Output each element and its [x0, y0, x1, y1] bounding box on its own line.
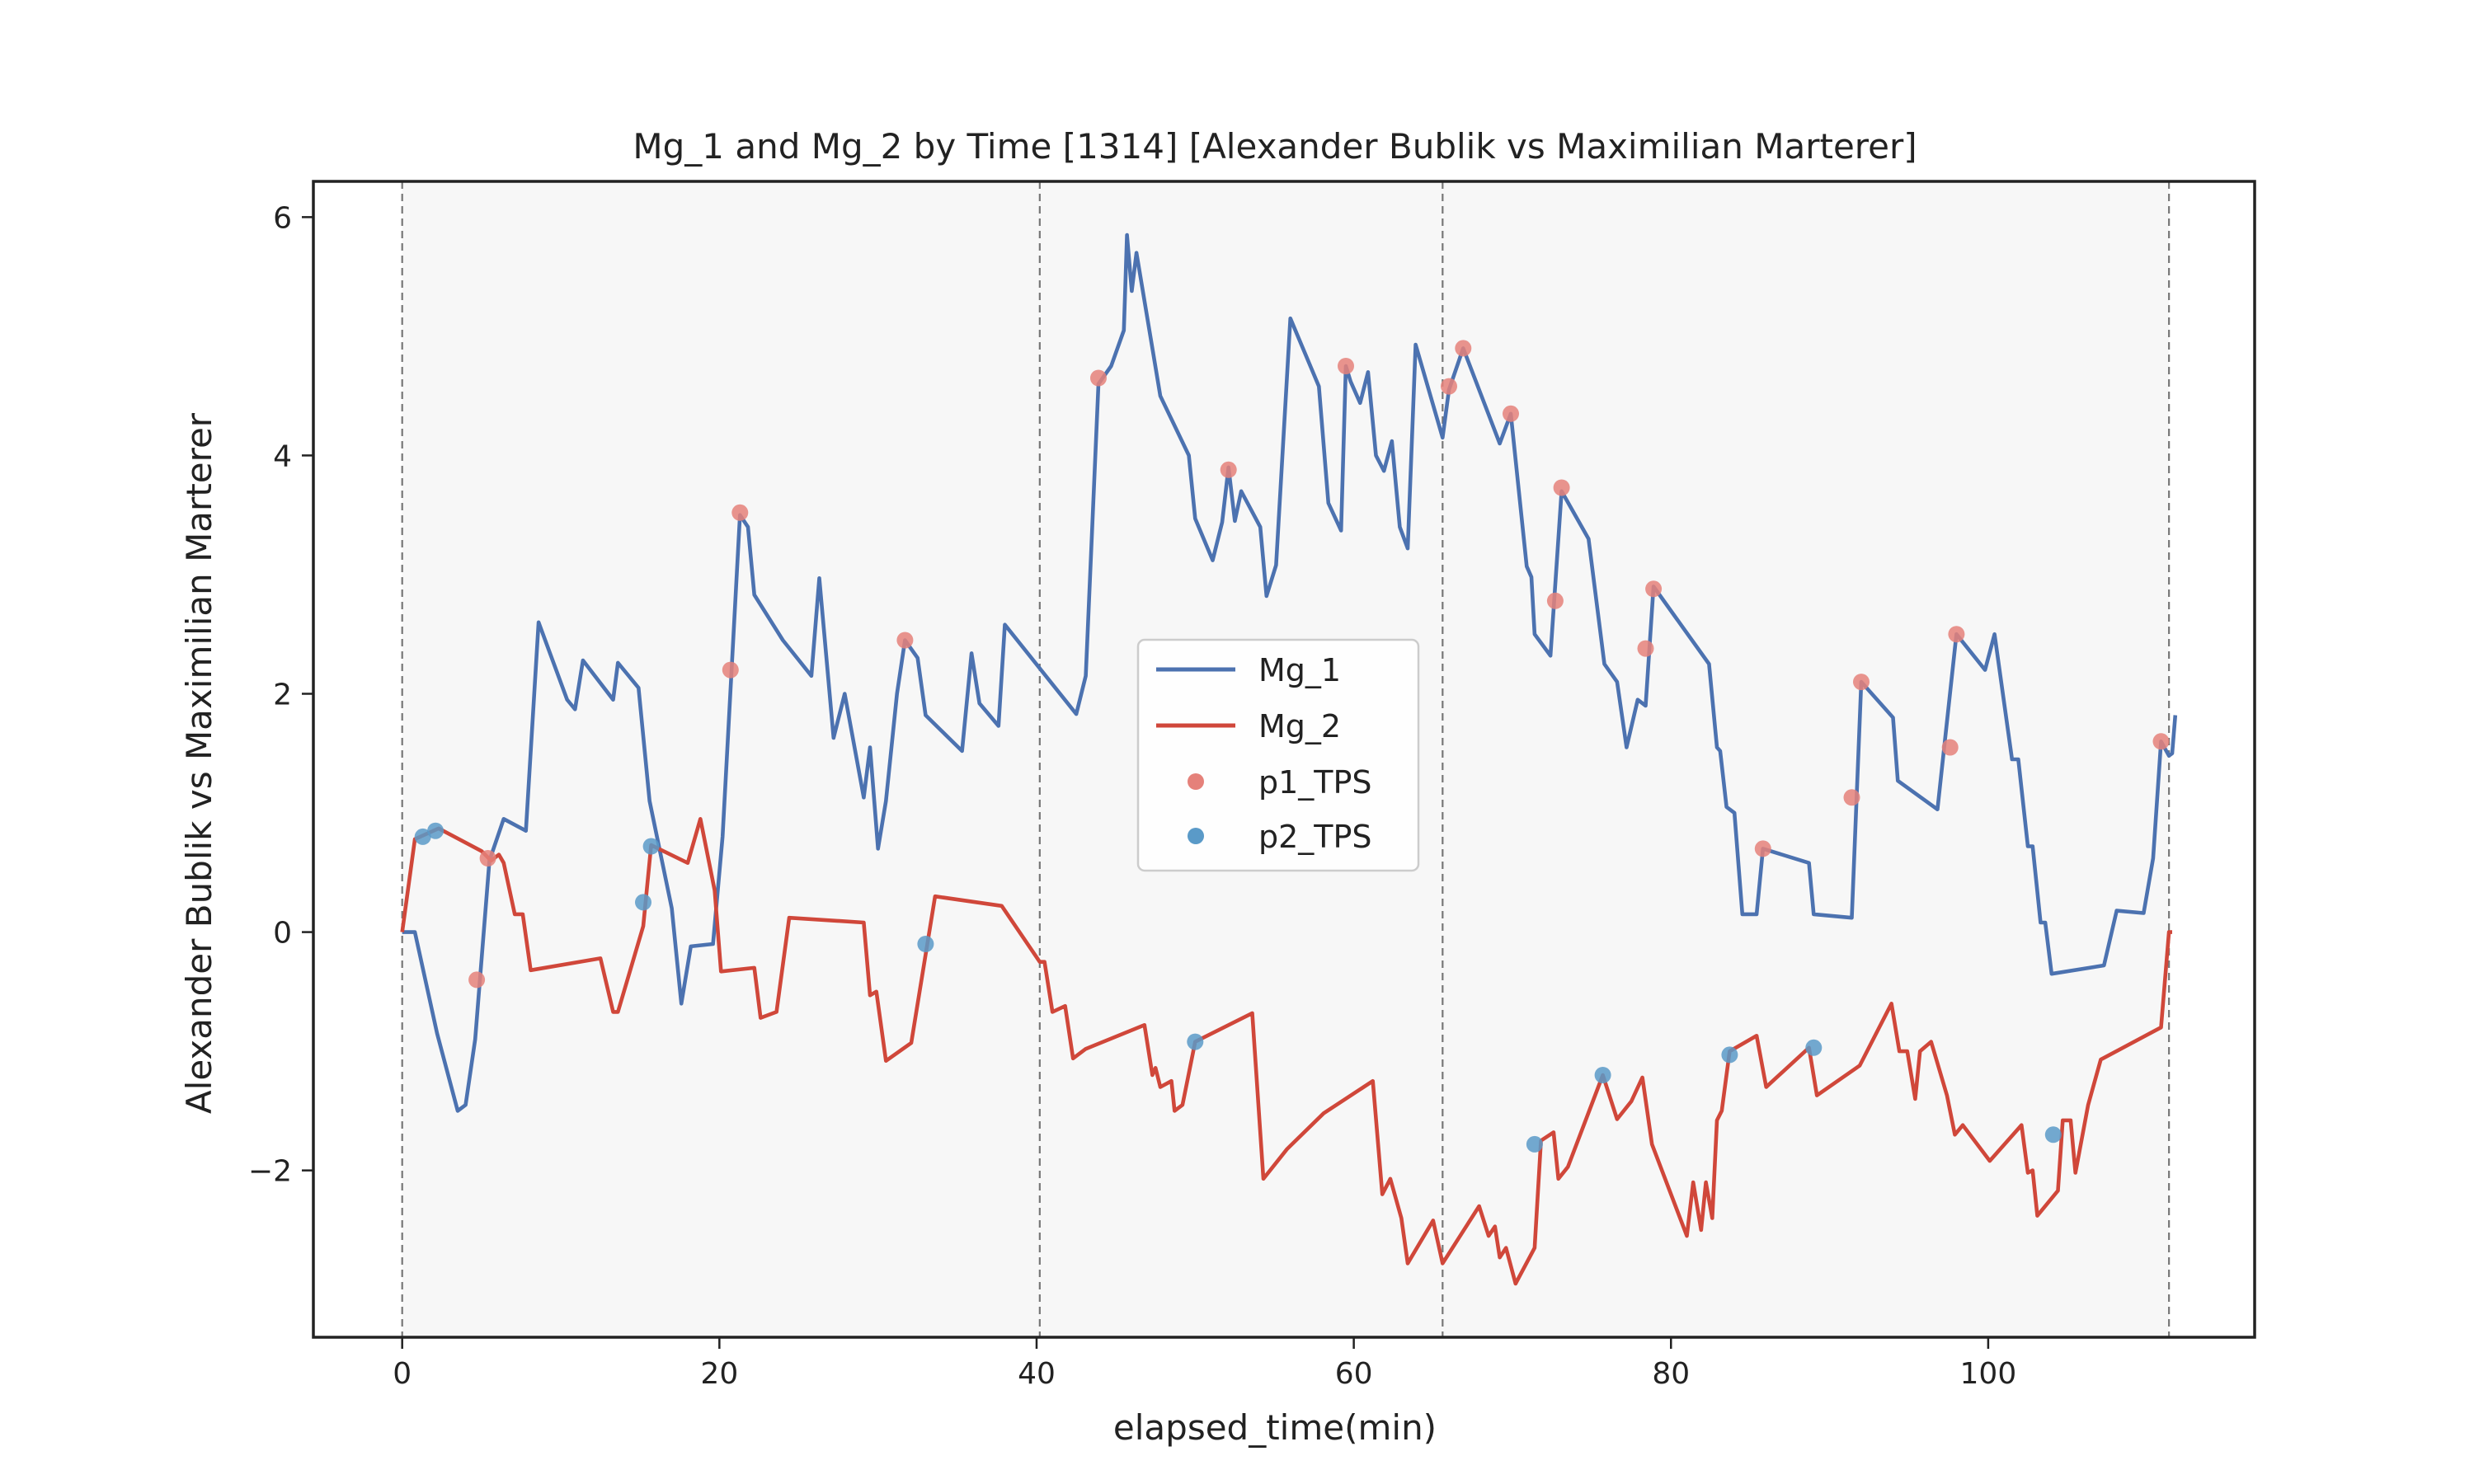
y-axis-label: Alexander Bublik vs Maximilian Marterer: [179, 412, 219, 1114]
p1-tps-point-16: [1843, 789, 1860, 806]
y-tick-label-0: −2: [248, 1155, 292, 1189]
x-tick-label-1: 20: [700, 1357, 738, 1391]
y-axis-ticks: −2 0 2 4 6: [248, 201, 313, 1189]
y-tick-label-2: 2: [273, 679, 292, 712]
x-tick-label-0: 0: [393, 1357, 412, 1391]
p1-tps-point-12: [1553, 479, 1570, 496]
p2-tps-point-7: [1594, 1067, 1611, 1083]
p2-tps-point-3: [642, 838, 660, 855]
p1-tps-point-15: [1754, 840, 1771, 857]
p1-tps-point-1: [479, 850, 496, 866]
p1-tps-point-6: [1220, 461, 1237, 478]
p2-tps-point-10: [2044, 1126, 2062, 1144]
plot-frame: [312, 180, 2256, 1339]
p1-tps-point-14: [1645, 580, 1663, 598]
p1-tps-point-3: [731, 504, 749, 521]
p2-tps-point-9: [1805, 1039, 1823, 1056]
x-tick-label-4: 80: [1652, 1357, 1690, 1391]
p1-tps-point-18: [1941, 739, 1959, 756]
legend-label-mg2: Mg_2: [1258, 708, 1341, 744]
legend-swatch-p1-tps: [1188, 773, 1204, 790]
p1-tps-point-19: [1948, 626, 1965, 643]
p2-tps-point-0: [414, 828, 431, 845]
series-line-mg-2: [400, 817, 2172, 1286]
p1-tps-point-20: [2152, 733, 2170, 750]
p1-tps-point-13: [1637, 640, 1654, 657]
x-tick-label-2: 40: [1018, 1357, 1056, 1391]
x-axis-label: elapsed_time(min): [1113, 1407, 1437, 1448]
p1-tps-point-4: [896, 632, 914, 649]
p1-tps-point-17: [1853, 674, 1870, 691]
chart-title: Mg_1 and Mg_2 by Time [1314] [Alexander …: [633, 126, 1917, 167]
legend-label-p2-tps: p2_TPS: [1258, 819, 1372, 855]
legend-swatch-p2-tps: [1188, 828, 1204, 844]
p2-tps-point-5: [1187, 1033, 1204, 1050]
y-tick-label-4: 6: [273, 201, 292, 235]
p1-tps-point-5: [1090, 369, 1107, 387]
p1-tps-point-10: [1503, 405, 1519, 422]
p1-tps-point-8: [1441, 378, 1457, 395]
p2-tps-point-4: [917, 936, 934, 952]
p2-tps-point-8: [1721, 1046, 1738, 1064]
legend-label-mg1: Mg_1: [1258, 652, 1341, 688]
x-tick-label-3: 60: [1335, 1357, 1373, 1391]
legend-box: [1136, 638, 1420, 872]
p1-tps-point-11: [1546, 592, 1564, 609]
legend: Mg_1 Mg_2 p1_TPS p2_TPS: [1136, 638, 1420, 872]
p2-tps-point-2: [635, 894, 651, 911]
y-tick-label-3: 4: [273, 439, 292, 473]
p1-tps-point-0: [468, 971, 486, 989]
x-tick-label-5: 100: [1960, 1357, 2017, 1391]
p1-tps-point-7: [1338, 358, 1354, 374]
tps-markers: [414, 340, 2170, 1153]
p2-tps-point-6: [1526, 1135, 1543, 1153]
legend-label-p1-tps: p1_TPS: [1258, 764, 1372, 801]
x-axis-ticks: 0 20 40 60 80 100: [393, 1337, 2016, 1391]
p2-tps-point-1: [427, 822, 444, 839]
p1-tps-point-9: [1455, 340, 1472, 357]
set-boundaries: [401, 181, 2171, 1337]
y-tick-label-1: 0: [273, 917, 292, 951]
p1-tps-point-2: [722, 661, 739, 679]
